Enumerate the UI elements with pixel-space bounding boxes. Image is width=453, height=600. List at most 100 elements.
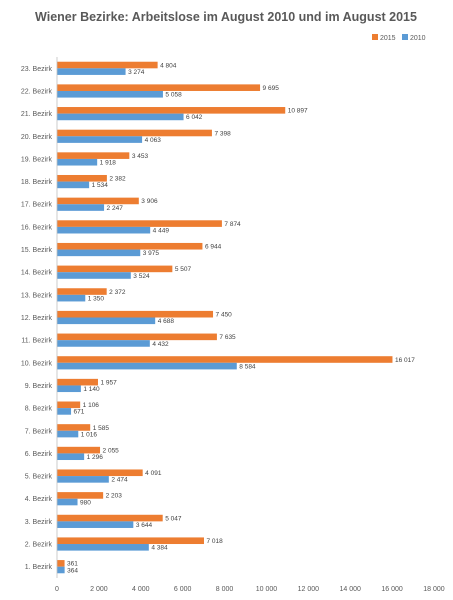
data-label-2015: 2 382 <box>109 176 126 183</box>
x-tick-label: 6 000 <box>174 586 192 593</box>
bar-2015 <box>57 469 143 477</box>
x-tick-label: 4 000 <box>132 586 150 593</box>
bar-2015 <box>57 378 98 386</box>
data-label-2015: 2 372 <box>109 289 126 296</box>
data-label-2010: 364 <box>67 567 78 574</box>
category-label: 17. Bezirk <box>21 202 53 209</box>
bar-2010 <box>57 362 237 370</box>
category-label: 22. Bezirk <box>21 88 53 95</box>
data-label-2010: 671 <box>74 409 85 416</box>
bar-2010 <box>57 181 90 189</box>
data-label-2015: 6 944 <box>205 244 222 251</box>
x-tick-label: 16 000 <box>381 586 403 593</box>
data-label-2010: 6 042 <box>186 114 203 121</box>
data-label-2010: 5 058 <box>165 92 182 99</box>
plot-area: 4 804 3 274 9 695 5 058 10 897 6 042 7 398 4 06… <box>57 61 415 574</box>
bar-2010 <box>57 430 79 438</box>
bar-2015 <box>57 152 130 159</box>
data-label-2015: 9 695 <box>263 85 280 92</box>
bar-2015 <box>57 424 91 431</box>
data-label-2015: 4 804 <box>160 62 177 69</box>
category-label: 4. Bezirk <box>25 496 53 503</box>
data-label-2015: 1 585 <box>93 425 110 432</box>
category-label: 10. Bezirk <box>21 360 53 367</box>
bar-2010 <box>57 453 85 461</box>
bar-2010 <box>57 498 78 506</box>
category-label: 16. Bezirk <box>21 224 53 231</box>
bar-2015 <box>57 401 81 409</box>
x-tick-label: 2 000 <box>90 586 108 593</box>
bar-2015 <box>57 220 222 227</box>
data-label-2010: 4 432 <box>152 341 169 348</box>
bar-2010 <box>57 544 149 551</box>
data-label-2010: 4 449 <box>153 227 170 234</box>
legend-swatch-2015 <box>372 34 378 40</box>
data-label-2010: 3 274 <box>128 69 145 76</box>
data-label-2015: 1 957 <box>100 379 117 386</box>
data-label-2015: 5 047 <box>165 515 182 522</box>
bar-2010 <box>57 476 109 483</box>
category-label: 1. Bezirk <box>25 564 53 571</box>
category-label: 20. Bezirk <box>21 134 53 141</box>
data-label-2015: 3 453 <box>132 153 149 160</box>
data-label-2010: 1 350 <box>88 295 105 302</box>
category-labels: 23. Bezirk 22. Bezirk 21. Bezirk 20. Bezirk… <box>21 66 53 571</box>
bar-2015 <box>57 174 107 182</box>
bar-2015 <box>57 197 139 205</box>
category-label: 8. Bezirk <box>25 406 53 413</box>
category-label: 5. Bezirk <box>25 474 53 481</box>
data-label-2010: 1 534 <box>92 182 109 189</box>
bar-2015 <box>57 84 261 91</box>
bar-2010 <box>57 566 65 574</box>
bar-2015 <box>57 310 214 318</box>
bar-2015 <box>57 107 286 114</box>
bar-2010 <box>57 408 72 415</box>
bar-2015 <box>57 265 173 273</box>
bar-2010 <box>57 68 126 75</box>
data-label-2010: 980 <box>80 499 91 506</box>
bar-2015 <box>57 288 107 295</box>
category-label: 3. Bezirk <box>25 519 53 526</box>
bar-2015 <box>57 61 158 69</box>
bar-2015 <box>57 356 393 363</box>
legend-label-2015: 2015 <box>380 35 396 42</box>
bar-2015 <box>57 537 204 545</box>
category-label: 15. Bezirk <box>21 247 53 254</box>
category-label: 13. Bezirk <box>21 292 53 299</box>
data-label-2010: 3 524 <box>133 273 150 280</box>
data-label-2010: 2 474 <box>111 477 128 484</box>
category-label: 12. Bezirk <box>21 315 53 322</box>
bar-2010 <box>57 204 105 211</box>
data-label-2010: 4 063 <box>145 137 162 144</box>
category-label: 18. Bezirk <box>21 179 53 186</box>
bar-2015 <box>57 129 212 137</box>
x-tick-label: 10 000 <box>256 586 278 593</box>
bar-2010 <box>57 272 131 279</box>
x-tick-label: 12 000 <box>298 586 320 593</box>
x-axis-ticks: 0 2 000 4 000 6 000 8 000 10 000 12 000 14 000 1… <box>55 586 445 593</box>
data-label-2015: 3 906 <box>141 198 158 205</box>
bar-2015 <box>57 514 163 522</box>
data-label-2010: 1 140 <box>83 386 100 393</box>
bar-2010 <box>57 521 134 528</box>
bar-2010 <box>57 340 150 347</box>
bar-2015 <box>57 446 101 454</box>
x-tick-label: 8 000 <box>216 586 234 593</box>
category-label: 21. Bezirk <box>21 111 53 118</box>
data-label-2015: 16 017 <box>395 357 415 364</box>
bar-2015 <box>57 560 65 567</box>
bar-2015 <box>57 333 217 341</box>
category-label: 7. Bezirk <box>25 428 53 435</box>
data-label-2015: 1 106 <box>83 402 100 409</box>
category-label: 6. Bezirk <box>25 451 53 458</box>
bar-2010 <box>57 136 143 143</box>
bar-2010 <box>57 385 81 393</box>
data-label-2015: 7 450 <box>216 312 233 319</box>
data-label-2010: 3 975 <box>143 250 160 257</box>
data-label-2015: 2 203 <box>106 493 123 500</box>
chart-title: Wiener Bezirke: Arbeitslose im August 20… <box>35 10 417 24</box>
bar-2010 <box>57 294 86 302</box>
x-tick-label: 14 000 <box>340 586 362 593</box>
data-label-2010: 1 918 <box>100 160 117 167</box>
bar-2010 <box>57 113 184 121</box>
